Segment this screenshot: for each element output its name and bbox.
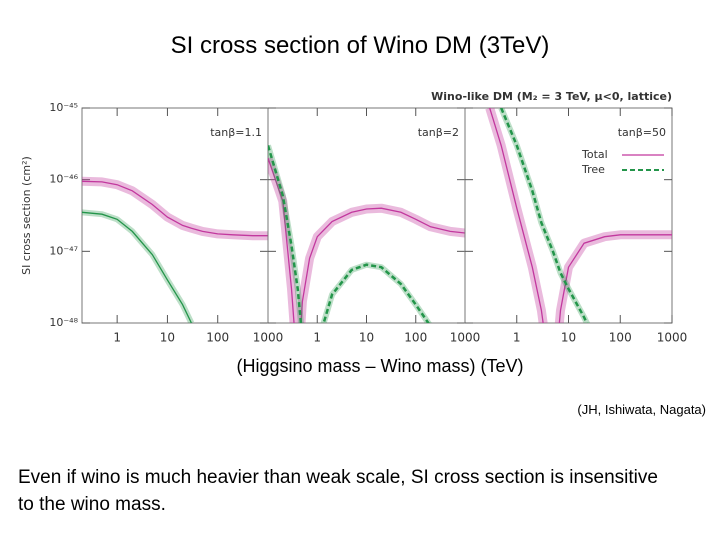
slide-title: SI cross section of Wino DM (3TeV): [170, 32, 550, 59]
line: [268, 145, 430, 323]
series: [485, 108, 672, 323]
y-tick-label: 10⁻⁴⁵: [49, 101, 78, 114]
line: [268, 157, 465, 323]
x-tick-label: 100: [609, 331, 632, 345]
x-tick-label: 10: [561, 331, 576, 345]
line: [82, 211, 192, 323]
x-tick-label: 1000: [253, 331, 284, 345]
x-axis-label: (Higgsino mass – Wino mass) (TeV): [236, 356, 524, 376]
legend-label: Tree: [581, 163, 605, 176]
line: [82, 180, 268, 237]
band: [82, 209, 195, 323]
body-text: Even if wino is much heavier than weak s…: [18, 467, 658, 515]
x-tick-label: 1: [513, 331, 521, 345]
x-tick-label: 10: [160, 331, 175, 345]
x-tick-label: 10: [359, 331, 374, 345]
x-tick-label: 100: [206, 331, 229, 345]
legend-label: Total: [581, 148, 608, 161]
citation: (JH, Ishiwata, Nagata): [577, 402, 706, 417]
series: [82, 176, 268, 241]
y-tick-label: 10⁻⁴⁸: [49, 316, 78, 329]
figure-title: Wino-like DM (M₂ = 3 TeV, μ<0, lattice): [431, 90, 672, 103]
y-tick-label: 10⁻⁴⁶: [49, 173, 78, 186]
x-tick-label: 100: [404, 331, 427, 345]
line: [489, 108, 672, 323]
y-tick-label: 10⁻⁴⁷: [49, 244, 78, 257]
x-tick-label: 1: [313, 331, 321, 345]
series: [82, 209, 195, 323]
x-tick-label: 1: [113, 331, 121, 345]
y-axis-label: SI cross section (cm²): [20, 156, 33, 275]
series: [268, 144, 432, 323]
band: [82, 176, 268, 241]
panel-annotation: tanβ=2: [418, 126, 459, 139]
series: [498, 108, 591, 323]
panel-annotation: tanβ=50: [618, 126, 666, 139]
line: [500, 108, 589, 323]
panel-annotation: tanβ=1.1: [210, 126, 262, 139]
x-tick-label: 1000: [450, 331, 481, 345]
series: [268, 156, 465, 323]
x-tick-label: 1000: [657, 331, 688, 345]
